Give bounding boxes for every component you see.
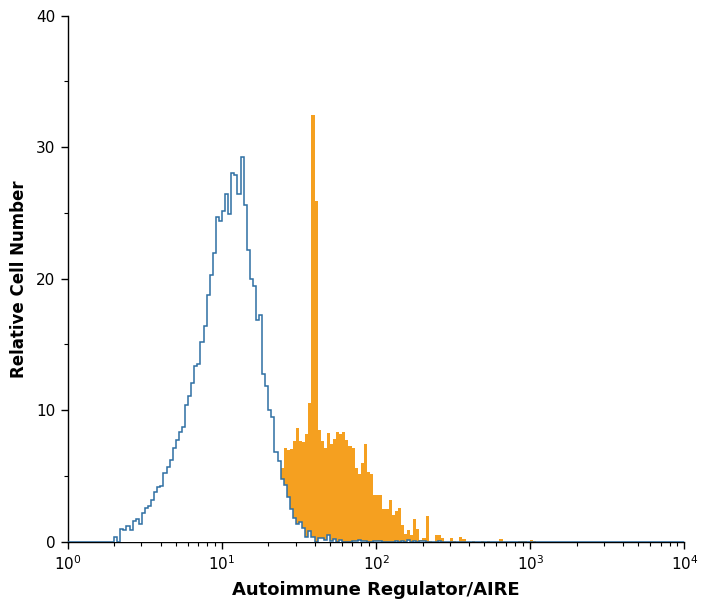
X-axis label: Autoimmune Regulator/AIRE: Autoimmune Regulator/AIRE xyxy=(232,581,520,599)
Y-axis label: Relative Cell Number: Relative Cell Number xyxy=(10,180,28,378)
